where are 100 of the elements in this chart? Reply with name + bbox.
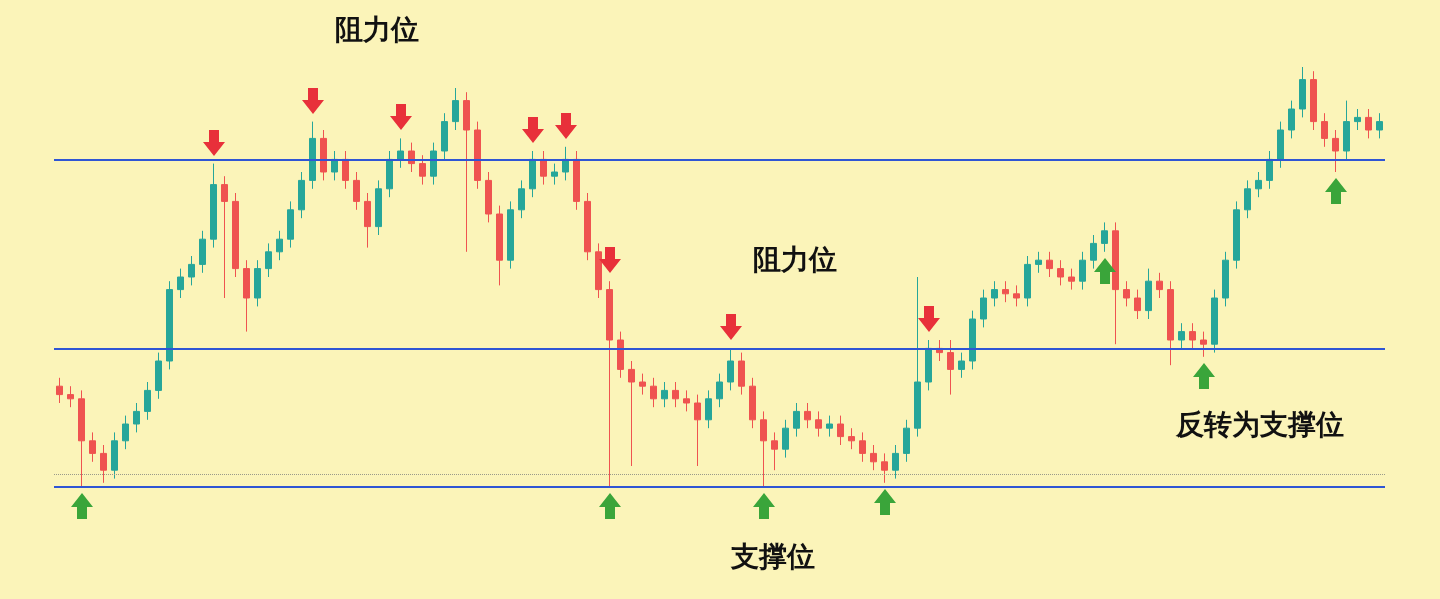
candlestick <box>1079 251 1086 291</box>
candlestick <box>837 415 844 446</box>
candlestick <box>1321 112 1328 148</box>
candlestick <box>452 87 459 131</box>
candlestick <box>144 381 151 421</box>
candlestick <box>507 200 514 270</box>
candlestick <box>1266 150 1273 190</box>
candlestick <box>254 259 261 307</box>
annotation: 反转为支撑位 <box>1175 407 1344 441</box>
candlestick <box>1277 121 1284 169</box>
annotation: 支撑位 <box>730 539 816 573</box>
candlestick <box>661 381 668 408</box>
candlestick <box>925 339 932 391</box>
candlestick <box>1090 234 1097 270</box>
candlestick <box>529 150 536 198</box>
candlestick <box>243 259 250 333</box>
candlestick <box>870 444 877 471</box>
candlestick <box>342 150 349 190</box>
candlestick <box>386 150 393 198</box>
candlestick <box>430 142 437 186</box>
candlestick <box>375 179 382 236</box>
candlestick <box>584 192 591 261</box>
candlestick <box>463 91 470 253</box>
candlestick <box>727 347 734 391</box>
candlestick <box>958 352 965 379</box>
candlestick <box>67 385 74 408</box>
candlestick <box>1189 322 1196 349</box>
candlestick <box>309 121 316 190</box>
candlestick <box>551 163 558 186</box>
candlestick <box>1376 112 1383 139</box>
candlestick <box>1068 268 1075 291</box>
candlestick <box>1332 129 1339 173</box>
candlestick <box>111 431 118 480</box>
candlestick <box>606 280 613 488</box>
candlestick <box>815 410 822 438</box>
candlestick <box>1200 331 1207 358</box>
candlestick <box>683 389 690 412</box>
candlestick <box>650 377 657 408</box>
candlestick <box>980 289 987 328</box>
candlestick <box>1145 268 1152 320</box>
candlestick <box>1057 259 1064 286</box>
annotation: 阻力位 <box>752 242 837 276</box>
candlestick <box>353 171 360 211</box>
candlestick <box>441 112 448 160</box>
candlestick <box>749 377 756 429</box>
candlestick <box>1167 280 1174 366</box>
candlestick <box>1101 221 1108 253</box>
candlestick <box>133 402 140 433</box>
candlestick <box>738 352 745 396</box>
candlestick <box>1123 280 1130 307</box>
candlestick <box>1024 255 1031 307</box>
candlestick <box>177 268 184 299</box>
candlestick <box>771 431 778 471</box>
candlestick <box>122 415 129 450</box>
candlestick <box>1255 171 1262 198</box>
candlestick <box>1013 284 1020 307</box>
candlestick <box>793 402 800 438</box>
candlestick <box>210 163 217 249</box>
candlestick <box>947 339 954 396</box>
candlestick <box>782 419 789 459</box>
candlestick <box>716 373 723 408</box>
candlestick <box>617 331 624 379</box>
text: 阻力位 <box>335 13 420 47</box>
candlestick <box>188 255 195 286</box>
candlestick <box>155 352 162 400</box>
candlestick <box>1178 322 1185 349</box>
candlestick <box>100 444 107 484</box>
candlestick <box>859 431 866 463</box>
candlestick <box>89 431 96 463</box>
candlestick <box>1222 251 1229 307</box>
candlestick <box>232 192 239 278</box>
candlestick <box>1288 100 1295 139</box>
candlestick <box>892 444 899 480</box>
candlestick <box>1310 70 1317 131</box>
candlestick <box>848 427 855 450</box>
candlestick <box>496 205 503 286</box>
candlestick <box>1002 280 1009 303</box>
candlestick <box>1156 272 1163 299</box>
candlestick <box>1233 200 1240 270</box>
candlestick <box>320 129 327 181</box>
candlestick <box>1343 100 1350 160</box>
candlestick <box>881 452 888 484</box>
candlestick <box>1112 221 1119 345</box>
candlestick <box>518 179 525 219</box>
candlestick <box>1046 251 1053 278</box>
candlestick <box>969 310 976 370</box>
candlestick <box>804 402 811 429</box>
candlestick <box>419 154 426 186</box>
candlestick <box>485 171 492 223</box>
candlestick <box>672 381 679 408</box>
candlestick <box>914 276 921 438</box>
candlestick <box>903 419 910 463</box>
candlestick <box>573 150 580 211</box>
candlestick <box>1035 251 1042 274</box>
candlestick <box>595 242 602 299</box>
candlestick <box>298 171 305 219</box>
candlestick <box>199 230 206 274</box>
candlestick <box>1365 108 1372 139</box>
candlestick <box>1354 108 1361 131</box>
candlestick <box>760 410 767 488</box>
